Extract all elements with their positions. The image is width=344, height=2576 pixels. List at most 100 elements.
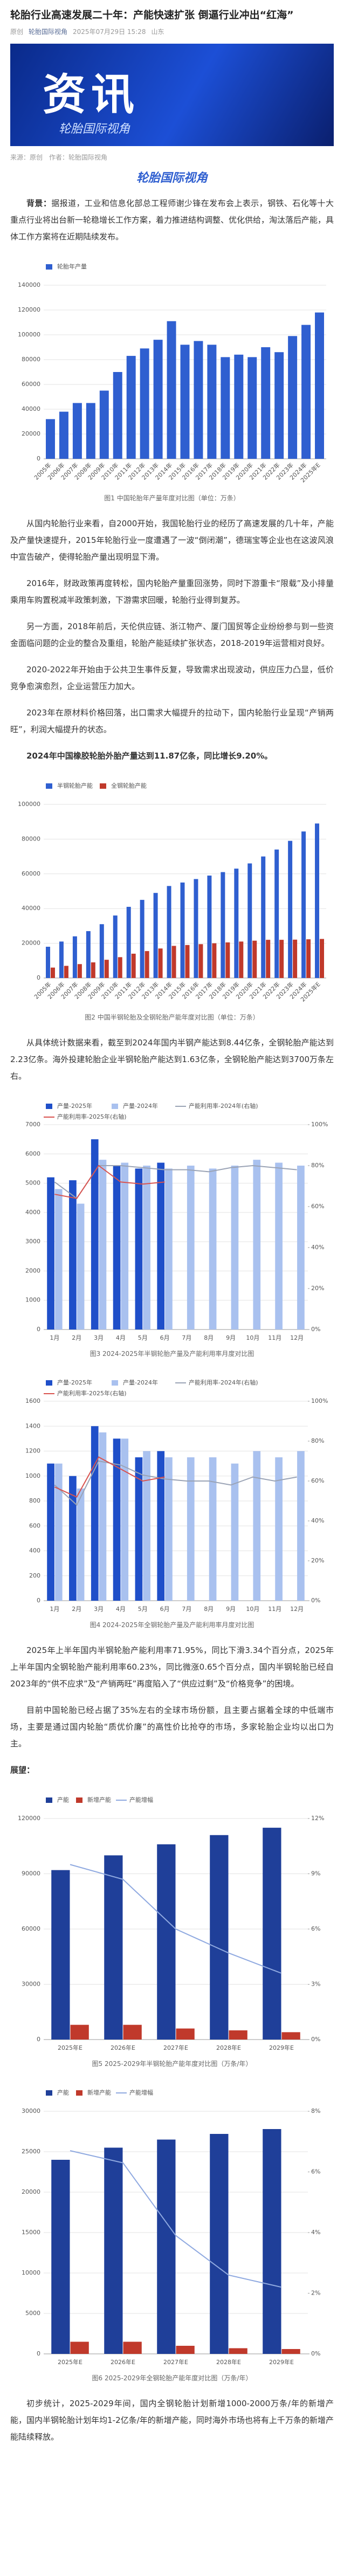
- x-tick-label: 2026年E: [111, 2044, 135, 2051]
- bar: [315, 312, 325, 459]
- bar: [153, 893, 158, 978]
- x-tick-label: 9月: [226, 1334, 236, 1341]
- y-tick-label: 2000: [25, 1267, 40, 1274]
- legend-label: 产能增幅: [129, 1796, 153, 1803]
- source-origin: 来源：原创: [10, 154, 43, 161]
- y2-tick-label: 100%: [311, 1397, 328, 1404]
- y-tick-label: 60000: [22, 381, 40, 388]
- bar: [212, 943, 217, 978]
- date: 2025年07月29日 15:28: [73, 28, 146, 36]
- bar: [207, 876, 212, 978]
- meta-tag: 原创: [10, 28, 24, 36]
- y2-tick-label: 6%: [311, 2168, 320, 2175]
- y-tick-label: 140000: [18, 281, 40, 288]
- y2-tick-label: 40%: [311, 1244, 324, 1251]
- bar: [121, 1438, 129, 1601]
- bar: [54, 1189, 63, 1330]
- account[interactable]: 轮胎国际视角: [29, 28, 68, 36]
- chart: 产量-2025年 产量-2024年 产能利用率-2024年(右轴) 产能利用率-202…: [25, 1102, 328, 1341]
- legend-swatch: [46, 783, 52, 789]
- paragraph: 2016年，财政政策再度转松，国内轮胎产量重回涨势，同时下游重卡“限载”及小排量…: [10, 578, 334, 605]
- bar: [261, 347, 271, 459]
- legend-label: 产量-2024年: [123, 1379, 158, 1386]
- source-author: 作者：轮胎国际视角: [49, 154, 108, 161]
- y-tick-label: 0: [37, 1326, 40, 1333]
- background-text: 据报道，工业和信息化部总工程师谢少锋在发布会上表示，钢铁、石化等十大重点行业将出…: [10, 198, 334, 242]
- legend-label: 新增产能: [87, 1796, 111, 1803]
- bar: [64, 966, 68, 978]
- bar: [274, 352, 284, 459]
- chart: 半钢轮胎产能 全钢轮胎产能0200004000060000800001000002…: [18, 782, 326, 1003]
- bar: [198, 944, 203, 978]
- x-tick-label: 3月: [94, 1606, 104, 1613]
- bar: [145, 951, 149, 978]
- bar: [297, 1451, 305, 1601]
- bar: [99, 1432, 107, 1601]
- bar: [279, 940, 284, 978]
- bar: [153, 340, 163, 459]
- bar: [253, 1160, 261, 1330]
- banner-logo: 轮胎国际视角: [59, 122, 130, 136]
- bar: [157, 1844, 176, 2040]
- bar: [126, 906, 131, 978]
- y2-tick-label: 0%: [311, 1597, 320, 1604]
- line: [54, 1165, 165, 1199]
- bar: [231, 1463, 239, 1601]
- x-tick-label: 5月: [138, 1334, 148, 1341]
- bar: [320, 939, 325, 978]
- bar: [263, 2129, 281, 2354]
- bar: [72, 403, 82, 459]
- y2-tick-label: 80%: [311, 1162, 324, 1169]
- x-tick-label: 8月: [204, 1606, 214, 1613]
- bar: [275, 1162, 283, 1330]
- bar: [86, 931, 91, 978]
- y-tick-label: 6000: [25, 1150, 40, 1157]
- y2-tick-label: 20%: [311, 1285, 324, 1292]
- bar: [140, 900, 145, 978]
- legend-label: 产能利用率-2025年(右轴): [57, 1389, 127, 1397]
- y-tick-label: 80000: [22, 356, 40, 363]
- y-tick-label: 200: [29, 1572, 40, 1579]
- x-tick-label: 12月: [290, 1334, 304, 1341]
- x-tick-label: 6月: [160, 1334, 170, 1341]
- y-tick-label: 120000: [18, 1815, 40, 1822]
- bar: [135, 1168, 143, 1330]
- y-tick-label: 0: [37, 455, 40, 462]
- bar: [77, 1203, 85, 1330]
- y-tick-label: 1400: [25, 1422, 40, 1429]
- bar: [306, 939, 311, 978]
- bar: [274, 849, 279, 978]
- bar: [126, 356, 136, 459]
- bar: [157, 2139, 176, 2354]
- legend-label: 产能利用率-2025年(右轴): [57, 1113, 127, 1120]
- bar: [77, 1488, 85, 1601]
- bar: [247, 357, 257, 459]
- y-tick-label: 1000: [25, 1472, 40, 1479]
- x-tick-label: 6月: [160, 1606, 170, 1613]
- bar: [234, 354, 244, 459]
- bar: [123, 2341, 142, 2354]
- bar: [135, 1457, 143, 1601]
- y-tick-label: 25000: [22, 2148, 40, 2155]
- paragraph: 目前中国轮胎已经占据了35%左右的全球市场份额，且主要占据着全球的中低端市场，主…: [10, 1705, 334, 1748]
- bar: [207, 345, 217, 459]
- bar: [47, 1177, 54, 1330]
- y2-tick-label: 0%: [311, 2350, 320, 2357]
- legend-label: 轮胎年产量: [57, 263, 87, 270]
- x-tick-label: 10月: [246, 1334, 259, 1341]
- line: [54, 1165, 297, 1200]
- bar: [157, 1451, 165, 1601]
- y-tick-label: 30000: [22, 2107, 40, 2114]
- bar: [301, 325, 311, 459]
- location: 山东: [151, 28, 164, 36]
- bar: [171, 946, 176, 978]
- bar: [281, 2349, 300, 2354]
- y-tick-label: 1600: [25, 1397, 40, 1404]
- caption: 图1 中国轮胎年产量年度对比图（单位：万条）: [104, 494, 240, 502]
- x-tick-label: 2月: [72, 1606, 81, 1613]
- x-tick-label: 2027年E: [163, 2044, 188, 2051]
- banner-title: 资讯: [43, 70, 140, 120]
- y-tick-label: 5000: [25, 1180, 40, 1187]
- y-tick-label: 40000: [22, 905, 40, 912]
- bar: [315, 823, 320, 978]
